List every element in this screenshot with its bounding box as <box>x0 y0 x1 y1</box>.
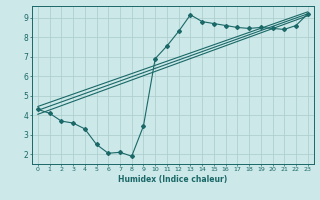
X-axis label: Humidex (Indice chaleur): Humidex (Indice chaleur) <box>118 175 228 184</box>
